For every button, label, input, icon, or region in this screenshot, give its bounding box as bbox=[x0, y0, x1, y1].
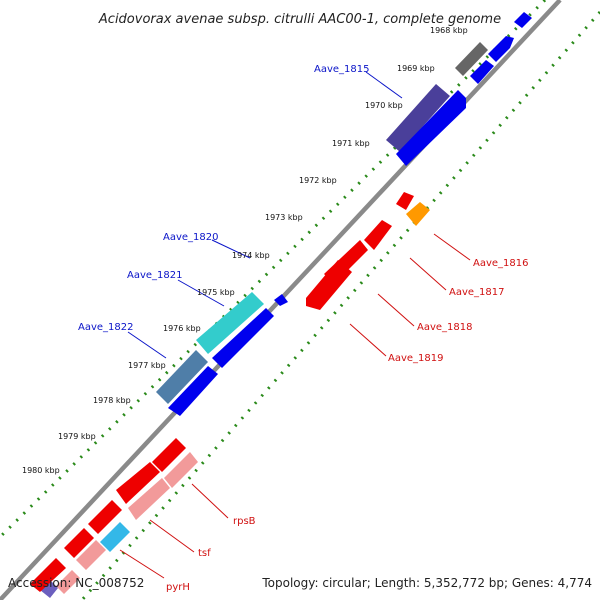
gene-label-aave-1815[interactable]: Aave_1815 bbox=[314, 64, 370, 75]
gene-arrow[interactable] bbox=[324, 240, 368, 284]
gene-label-aave-1817[interactable]: Aave_1817 bbox=[449, 287, 505, 298]
gene-label-aave-1816[interactable]: Aave_1816 bbox=[473, 258, 529, 269]
gene-block[interactable] bbox=[156, 350, 208, 404]
gene-block[interactable] bbox=[128, 478, 170, 520]
gene-block[interactable] bbox=[76, 540, 106, 570]
leader-line bbox=[377, 293, 415, 327]
gene-arrow[interactable] bbox=[396, 192, 414, 210]
gene-arrow[interactable] bbox=[168, 366, 218, 416]
leader-line bbox=[127, 331, 167, 359]
tick-label: 1978 kbp bbox=[93, 396, 131, 405]
gene-arrow[interactable] bbox=[212, 308, 274, 368]
gene-block[interactable] bbox=[56, 570, 80, 594]
forward-gene-labels: Aave_1815 Aave_1820 Aave_1821 Aave_1822 bbox=[78, 64, 370, 333]
accession-label: Accession: NC_008752 bbox=[8, 576, 144, 590]
tick-labels: 1968 kbp 1969 kbp 1970 kbp 1971 kbp 1972… bbox=[22, 26, 468, 475]
tick-label: 1974 kbp bbox=[232, 251, 270, 260]
gene-arrow[interactable] bbox=[64, 528, 94, 558]
gene-arrow[interactable] bbox=[470, 60, 494, 84]
leader-line bbox=[365, 71, 403, 99]
gene-block[interactable] bbox=[100, 522, 130, 552]
leader-line bbox=[409, 257, 447, 291]
forward-gene-features bbox=[40, 12, 532, 598]
tick-label: 1968 kbp bbox=[430, 26, 468, 35]
gene-arrow[interactable] bbox=[30, 558, 66, 592]
gene-arrow[interactable] bbox=[152, 438, 186, 472]
gene-label-pyrh[interactable]: pyrH bbox=[166, 582, 190, 593]
tick-label: 1979 kbp bbox=[58, 432, 96, 441]
gene-block[interactable] bbox=[164, 452, 198, 488]
leader-line bbox=[349, 323, 387, 357]
leader-line bbox=[191, 483, 229, 519]
gene-label-aave-1820[interactable]: Aave_1820 bbox=[163, 232, 219, 243]
gene-block[interactable] bbox=[455, 42, 488, 76]
gene-arrow[interactable] bbox=[488, 36, 514, 62]
gene-block[interactable] bbox=[196, 292, 264, 354]
reverse-gene-features bbox=[30, 192, 430, 594]
tick-label: 1977 kbp bbox=[128, 361, 166, 370]
gene-label-tsf[interactable]: tsf bbox=[198, 548, 211, 559]
gene-label-aave-1822[interactable]: Aave_1822 bbox=[78, 322, 134, 333]
gene-block[interactable] bbox=[406, 202, 430, 226]
gene-label-rpsb[interactable]: rpsB bbox=[233, 516, 256, 527]
tick-label: 1970 kbp bbox=[365, 101, 403, 110]
tick-label: 1971 kbp bbox=[332, 139, 370, 148]
label-leader-lines bbox=[119, 71, 471, 579]
gene-label-aave-1821[interactable]: Aave_1821 bbox=[127, 270, 183, 281]
gene-arrow[interactable] bbox=[364, 220, 392, 250]
gene-arrow[interactable] bbox=[274, 294, 288, 306]
gene-label-aave-1819[interactable]: Aave_1819 bbox=[388, 353, 444, 364]
map-title: Acidovorax avenae subsp. citrulli AAC00-… bbox=[98, 12, 501, 27]
gc-track-inner bbox=[80, 11, 600, 600]
gene-arrow[interactable] bbox=[514, 12, 532, 28]
gc-track-outer bbox=[0, 0, 547, 539]
gene-arrow[interactable] bbox=[88, 500, 122, 534]
gene-block[interactable] bbox=[386, 84, 450, 152]
gene-arrow[interactable] bbox=[40, 580, 58, 598]
leader-line bbox=[119, 549, 165, 579]
leader-line bbox=[433, 233, 471, 261]
tick-label: 1973 kbp bbox=[265, 213, 303, 222]
tick-label: 1969 kbp bbox=[397, 64, 435, 73]
leader-line bbox=[177, 279, 225, 307]
tick-label: 1976 kbp bbox=[163, 324, 201, 333]
tick-label: 1972 kbp bbox=[299, 176, 337, 185]
tick-label: 1975 kbp bbox=[197, 288, 235, 297]
reverse-gene-labels: Aave_1816 Aave_1817 Aave_1818 Aave_1819 … bbox=[166, 258, 529, 593]
leader-line bbox=[149, 519, 195, 553]
topology-label: Topology: circular; Length: 5,352,772 bp… bbox=[261, 576, 592, 590]
gene-arrow[interactable] bbox=[116, 462, 160, 504]
tick-label: 1980 kbp bbox=[22, 466, 60, 475]
gene-label-aave-1818[interactable]: Aave_1818 bbox=[417, 322, 473, 333]
gene-arrow[interactable] bbox=[396, 90, 466, 166]
leader-line bbox=[211, 239, 251, 259]
